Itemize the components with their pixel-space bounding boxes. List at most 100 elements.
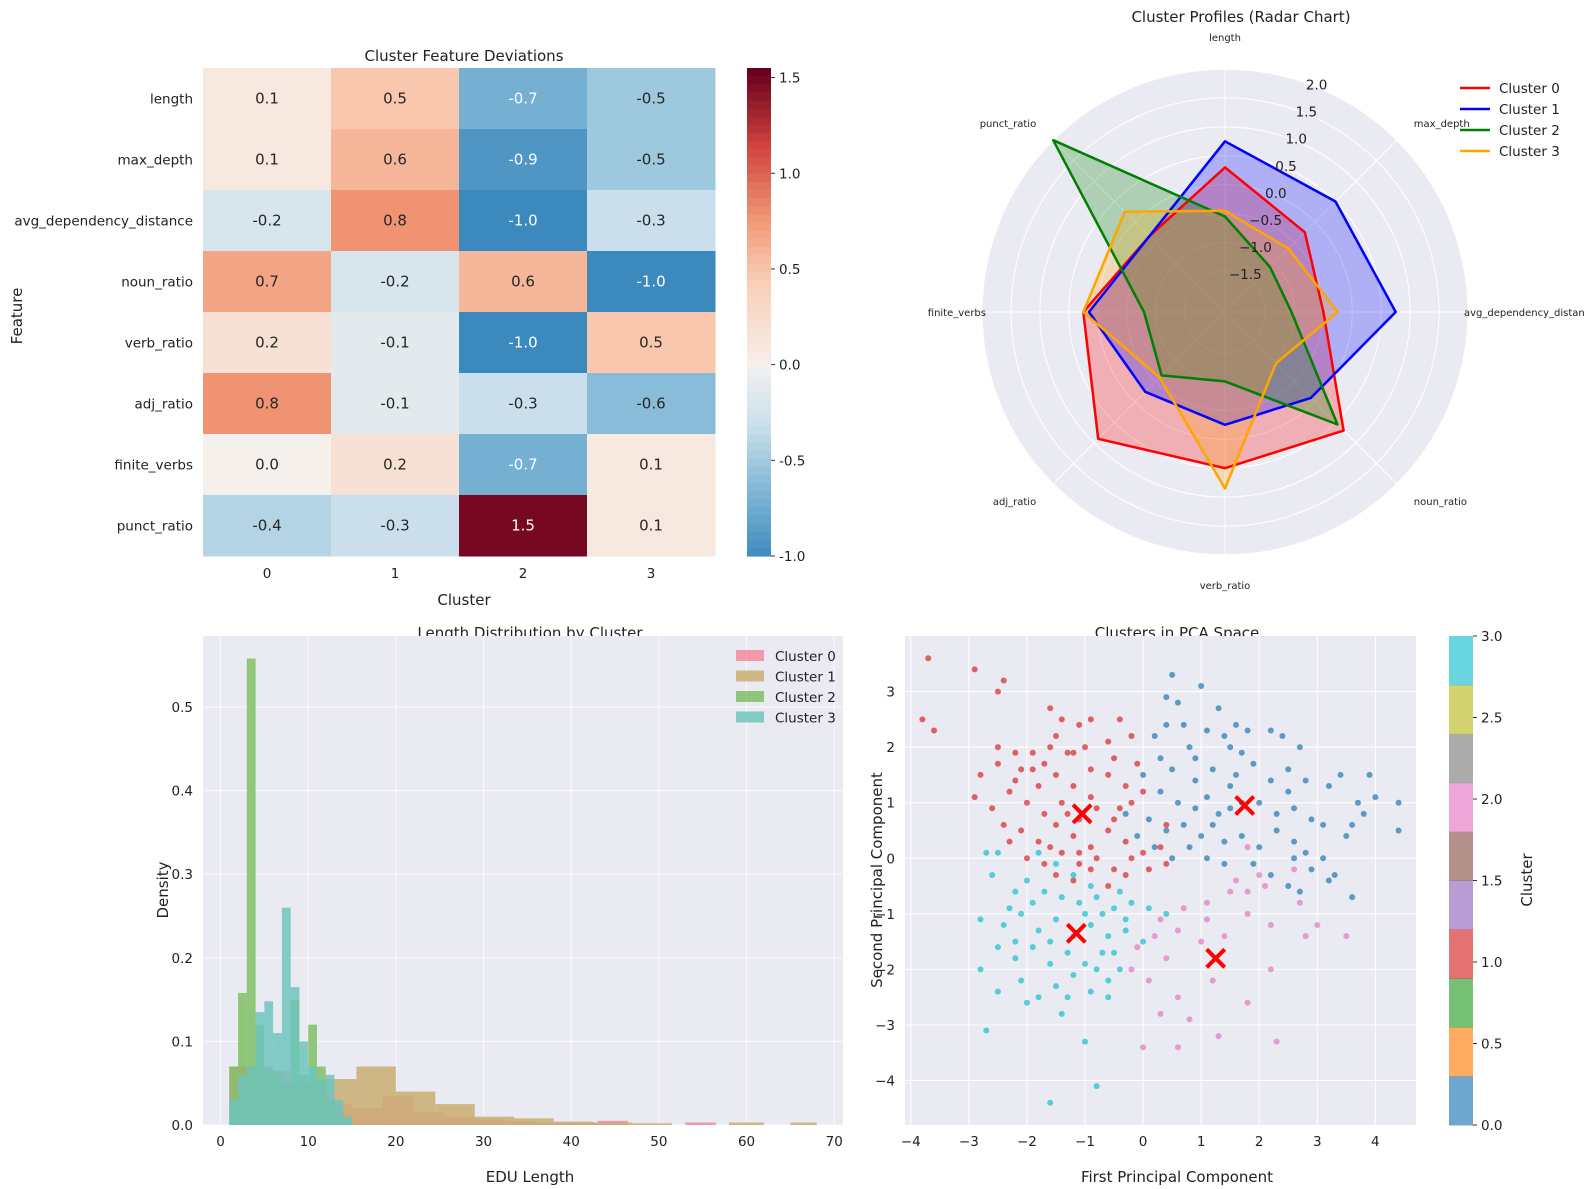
heatmap-cell-label: -0.2 bbox=[252, 212, 281, 230]
pca-point-3 bbox=[1099, 949, 1106, 956]
pca-point-0 bbox=[1174, 799, 1181, 806]
pca-point-3 bbox=[1006, 905, 1013, 912]
heatmap-ytick-label: max_depth bbox=[118, 153, 193, 169]
pca-point-0 bbox=[1343, 833, 1350, 840]
pca-colorbar-segment bbox=[1449, 880, 1473, 930]
heatmap-cell-label: -0.7 bbox=[508, 90, 537, 108]
histogram-bar-1 bbox=[474, 1116, 515, 1125]
pca-point-3 bbox=[1128, 899, 1135, 906]
heatmap-cell bbox=[587, 434, 716, 496]
pca-point-1 bbox=[1041, 810, 1048, 817]
pca-point-0 bbox=[1285, 788, 1292, 795]
pca-point-2 bbox=[1128, 966, 1135, 973]
heatmap-colorbar-tick-label: 0.0 bbox=[779, 358, 800, 374]
pca-point-1 bbox=[1035, 838, 1042, 845]
heatmap-cell bbox=[331, 495, 460, 557]
pca-point-0 bbox=[1302, 777, 1309, 784]
pca-point-2 bbox=[1262, 883, 1269, 890]
heatmap-colorbar-segment bbox=[747, 206, 771, 215]
pca-point-3 bbox=[1087, 883, 1094, 890]
heatmap-cell bbox=[203, 495, 332, 557]
heatmap-colorbar-segment bbox=[747, 149, 771, 159]
pca-point-0 bbox=[1215, 810, 1222, 817]
heatmap-cell-label: 0.6 bbox=[511, 273, 535, 291]
heatmap-colorbar-segment bbox=[747, 336, 771, 346]
heatmap-ytick-label: adj_ratio bbox=[135, 397, 193, 413]
pca-point-2 bbox=[1203, 916, 1210, 923]
pca-point-1 bbox=[1047, 705, 1054, 712]
heatmap-colorbar-tick-label: 0.5 bbox=[779, 262, 800, 278]
histogram-bar-3 bbox=[308, 1066, 317, 1125]
radar-radial-tick-label: 1.5 bbox=[1296, 105, 1317, 121]
pca-xtick-label: −1 bbox=[1075, 1134, 1095, 1150]
heatmap-colorbar-segment bbox=[747, 108, 771, 118]
pca-point-0 bbox=[1186, 844, 1193, 851]
histogram-ytick-label: 0.5 bbox=[172, 700, 193, 716]
heatmap-cell-label: -0.1 bbox=[380, 395, 409, 413]
histogram-legend-swatch bbox=[736, 650, 764, 661]
histogram-bar-3 bbox=[325, 1074, 335, 1125]
pca-xtick-label: 0 bbox=[1139, 1134, 1148, 1150]
pca-point-0 bbox=[1349, 821, 1356, 828]
pca-point-0 bbox=[1308, 866, 1315, 873]
pca-point-2 bbox=[1343, 933, 1350, 940]
pca-point-3 bbox=[1047, 1099, 1054, 1106]
pca-point-0 bbox=[1256, 799, 1263, 806]
pca-point-1 bbox=[1012, 749, 1019, 756]
heatmap-colorbar-tick-label: -1.0 bbox=[779, 549, 805, 565]
heatmap-cell bbox=[587, 68, 716, 130]
pca-point-0 bbox=[1349, 894, 1356, 901]
heatmap-cell bbox=[331, 251, 460, 313]
pca-colorbar-segment bbox=[1449, 978, 1473, 1028]
heatmap-colorbar-segment bbox=[747, 417, 771, 427]
pca-colorbar-segment bbox=[1449, 831, 1473, 881]
heatmap-cell-label: 0.1 bbox=[639, 456, 663, 474]
pca-point-2 bbox=[1174, 994, 1181, 1001]
histogram-bar-3 bbox=[255, 1012, 265, 1125]
radar-axis-label: length bbox=[1209, 33, 1241, 44]
pca-xtick-label: −3 bbox=[959, 1134, 979, 1150]
pca-point-0 bbox=[1395, 827, 1402, 834]
pca-point-2 bbox=[1198, 938, 1205, 945]
radar-line-3 bbox=[1082, 209, 1340, 490]
pca-xtick-label: 2 bbox=[1255, 1134, 1264, 1150]
heatmap-colorbar-segment bbox=[747, 466, 771, 476]
heatmap-colorbar-segment bbox=[747, 312, 771, 321]
pca-point-1 bbox=[1029, 749, 1036, 756]
heatmap-ytick-label: avg_dependency_distance bbox=[14, 214, 193, 230]
histogram-ytick-label: 0.2 bbox=[172, 951, 193, 967]
pca-point-3 bbox=[1163, 910, 1170, 917]
heatmap-colorbar-segment bbox=[747, 523, 771, 533]
heatmap-colorbar-segment bbox=[747, 100, 771, 110]
heatmap-cell bbox=[331, 312, 460, 374]
pca-point-1 bbox=[919, 716, 926, 723]
pca-point-0 bbox=[1291, 838, 1298, 845]
radar-spoke bbox=[1224, 139, 1398, 313]
pca-point-1 bbox=[1076, 721, 1083, 728]
radar-radial-tick-label: 0.0 bbox=[1265, 186, 1286, 202]
heatmap-colorbar-segment bbox=[747, 368, 771, 378]
pca-point-2 bbox=[1232, 877, 1239, 884]
pca-point-0 bbox=[1192, 777, 1199, 784]
histogram-bar-0 bbox=[685, 1122, 716, 1125]
pca-point-1 bbox=[994, 688, 1001, 695]
pca-point-0 bbox=[1163, 694, 1170, 701]
pca-point-0 bbox=[1221, 733, 1228, 740]
pca-point-0 bbox=[1273, 810, 1280, 817]
heatmap-cell bbox=[203, 190, 332, 252]
pca-colorbar-segment bbox=[1449, 733, 1473, 784]
pca-point-0 bbox=[1395, 799, 1402, 806]
histogram-bar-1 bbox=[435, 1104, 475, 1125]
pca-point-1 bbox=[1006, 838, 1013, 845]
pca-point-2 bbox=[1134, 944, 1141, 951]
histogram-legend-swatch bbox=[736, 711, 764, 723]
pca-point-0 bbox=[1267, 727, 1274, 734]
heatmap-cell-label: 0.1 bbox=[255, 90, 279, 108]
pca-point-3 bbox=[1029, 944, 1036, 951]
pca-ytick-label: −2 bbox=[875, 962, 895, 978]
pca-point-0 bbox=[1203, 727, 1210, 734]
radar-spoke bbox=[1052, 139, 1226, 313]
pca-point-3 bbox=[1018, 977, 1025, 984]
heatmap-colorbar-segment bbox=[747, 124, 771, 134]
pca-point-3 bbox=[1093, 1083, 1100, 1090]
